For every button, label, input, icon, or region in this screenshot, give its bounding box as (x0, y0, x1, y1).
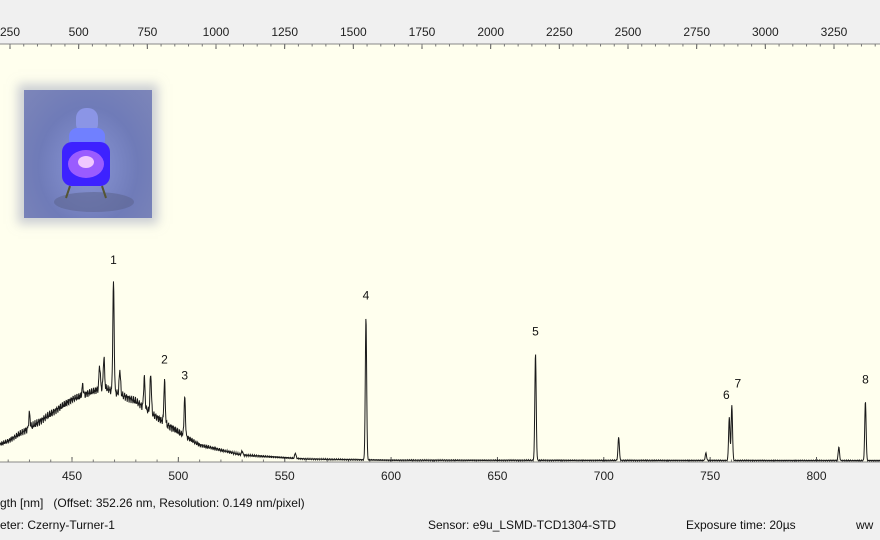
bottom-tick-label: 750 (700, 469, 720, 483)
top-tick-label: 1250 (271, 25, 298, 39)
peak-label: 3 (181, 368, 188, 382)
top-tick-label: 750 (137, 25, 157, 39)
bottom-tick-label: 800 (806, 469, 826, 483)
spectrometer-label: eter: Czerny-Turner-1 (0, 518, 115, 532)
top-tick-label: 2250 (546, 25, 573, 39)
top-tick-label: 1500 (340, 25, 367, 39)
spectrum-line (0, 281, 880, 463)
top-tick-label: 3000 (752, 25, 779, 39)
top-tick-label: 250 (0, 25, 20, 39)
top-tick-label: 1750 (409, 25, 436, 39)
exposure-label: Exposure time: 20µs (686, 518, 796, 532)
peak-label: 6 (723, 388, 730, 402)
x-axis-note: (Offset: 352.26 nm, Resolution: 0.149 nm… (53, 496, 305, 510)
bottom-tick-label: 650 (487, 469, 507, 483)
top-tick-label: 1000 (203, 25, 230, 39)
x-axis-title: gth [nm] (Offset: 352.26 nm, Resolution:… (0, 496, 305, 510)
website-label: ww (856, 518, 874, 532)
bottom-tick-label: 550 (275, 469, 295, 483)
peak-label: 7 (734, 376, 741, 390)
peak-label: 4 (363, 289, 370, 303)
led-icon (54, 108, 134, 212)
bottom-tick-label: 600 (381, 469, 401, 483)
top-tick-label: 2750 (683, 25, 710, 39)
led-photo-thumbnail (24, 90, 152, 218)
top-tick-label: 3250 (821, 25, 848, 39)
x-axis-label: gth [nm] (0, 496, 44, 510)
bottom-tick-label: 500 (168, 469, 188, 483)
top-tick-label: 2000 (477, 25, 504, 39)
peak-label: 2 (161, 352, 168, 366)
bottom-tick-label: 450 (62, 469, 82, 483)
top-tick-label: 2500 (615, 25, 642, 39)
top-tick-label: 500 (69, 25, 89, 39)
peak-label: 5 (532, 325, 539, 339)
sensor-label: Sensor: e9u_LSMD-TCD1304-STD (428, 518, 617, 532)
peak-label: 8 (862, 372, 869, 386)
bottom-tick-label: 700 (594, 469, 614, 483)
peak-label: 1 (110, 253, 117, 267)
